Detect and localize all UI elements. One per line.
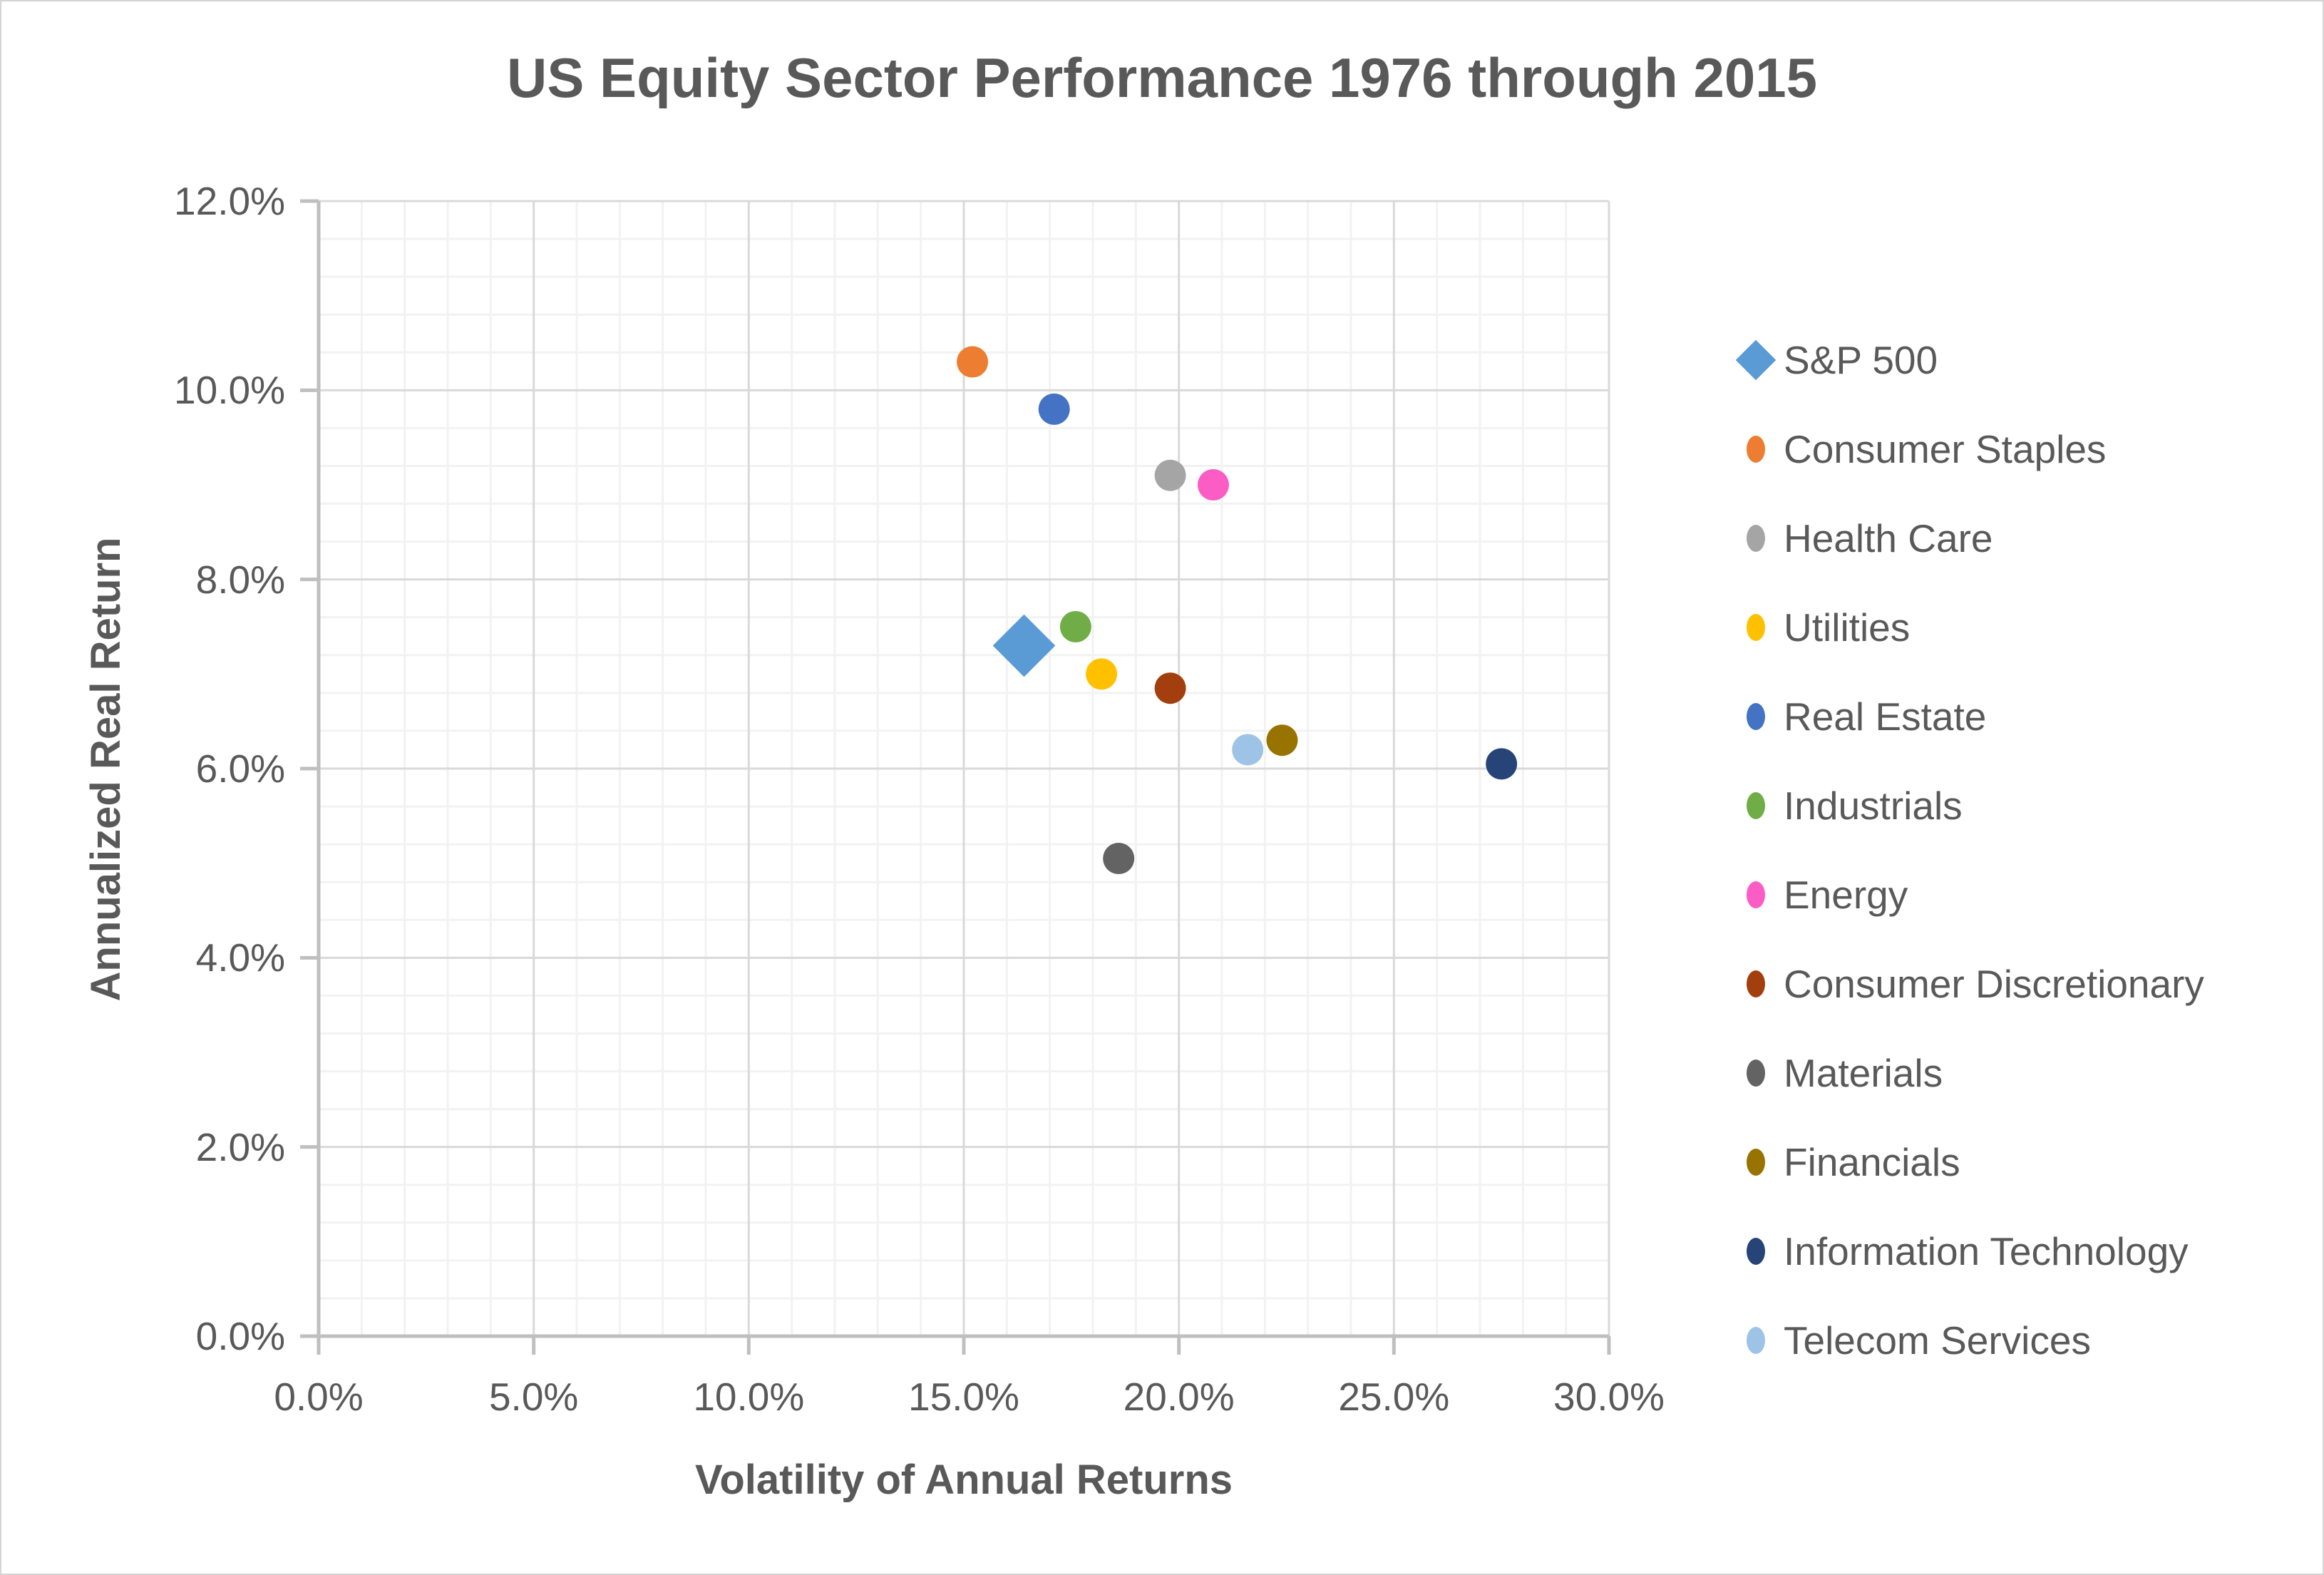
circle-marker-icon [1747,1060,1765,1087]
legend-item-consumer-staples: Consumer Staples [1734,427,2107,471]
data-point-financials [1266,724,1298,756]
x-tick-label: 20.0% [1123,1375,1235,1419]
legend-item-label: Energy [1784,873,1908,917]
y-tick-label: 2.0% [195,1124,285,1169]
legend-item-utilities: Utilities [1734,605,1911,650]
legend-item-consumer-discretionary: Consumer Discretionary [1734,962,2204,1006]
legend-item-label: Financials [1784,1140,1960,1184]
data-point-health-care [1154,459,1186,491]
x-tick-label: 5.0% [488,1375,579,1419]
y-tick-label: 0.0% [195,1314,285,1358]
legend-item-label: Industrials [1784,784,1963,828]
x-tick-label: 10.0% [693,1375,805,1419]
data-point-telecom-services [1232,734,1264,766]
data-point-materials [1103,843,1135,875]
legend-item-financials: Financials [1734,1140,1960,1184]
legend-item-information-technology: Information Technology [1734,1229,2189,1273]
x-tick-label: 30.0% [1553,1375,1665,1419]
diamond-marker-icon [1735,339,1777,381]
y-tick-label: 12.0% [174,179,285,223]
y-tick-label: 10.0% [174,368,285,413]
legend-item-label: Health Care [1784,516,1993,560]
legend-item-label: Real Estate [1784,694,1987,739]
legend-item-health-care: Health Care [1734,516,1993,560]
legend-item-telecom-services: Telecom Services [1734,1318,2091,1363]
legend-item-label: Consumer Discretionary [1784,962,2204,1006]
legend-item-real-estate: Real Estate [1734,694,1987,739]
legend-item-label: Consumer Staples [1784,427,2107,471]
circle-marker-icon [1747,436,1765,463]
circle-marker-icon [1747,614,1765,641]
legend-item-materials: Materials [1734,1051,1943,1095]
legend-item-label: Utilities [1784,605,1911,650]
legend-item-label: S&P 500 [1784,338,1938,382]
circle-marker-icon [1747,1238,1765,1265]
circle-marker-icon [1747,525,1765,552]
x-tick-label: 0.0% [274,1375,364,1419]
legend-item-s-p-500: S&P 500 [1734,338,1938,382]
circle-marker-icon [1747,881,1765,908]
data-point-real-estate [1038,393,1070,425]
data-point-consumer-staples [957,346,989,378]
data-point-energy [1197,469,1229,501]
y-tick-label: 4.0% [195,935,285,980]
circle-marker-icon [1747,1327,1765,1354]
y-tick-label: 8.0% [195,557,285,602]
data-point-information-technology [1486,748,1518,780]
legend-item-industrials: Industrials [1734,784,1963,828]
data-point-s-p-500 [992,614,1056,677]
legend-item-energy: Energy [1734,873,1908,917]
chart-title: US Equity Sector Performance 1976 throug… [507,46,1817,109]
x-tick-label: 25.0% [1338,1375,1450,1419]
data-point-utilities [1086,658,1118,690]
legend-item-label: Information Technology [1784,1229,2189,1273]
circle-marker-icon [1747,792,1765,819]
circle-marker-icon [1747,1149,1765,1176]
y-tick-label: 6.0% [195,747,285,791]
circle-marker-icon [1747,970,1765,997]
legend-item-label: Telecom Services [1784,1318,2091,1363]
data-point-consumer-discretionary [1154,672,1186,704]
x-tick-label: 15.0% [908,1375,1019,1419]
legend-item-label: Materials [1784,1051,1943,1095]
data-point-industrials [1059,611,1091,642]
circle-marker-icon [1747,703,1765,730]
x-axis-title: Volatility of Annual Returns [694,1457,1233,1503]
